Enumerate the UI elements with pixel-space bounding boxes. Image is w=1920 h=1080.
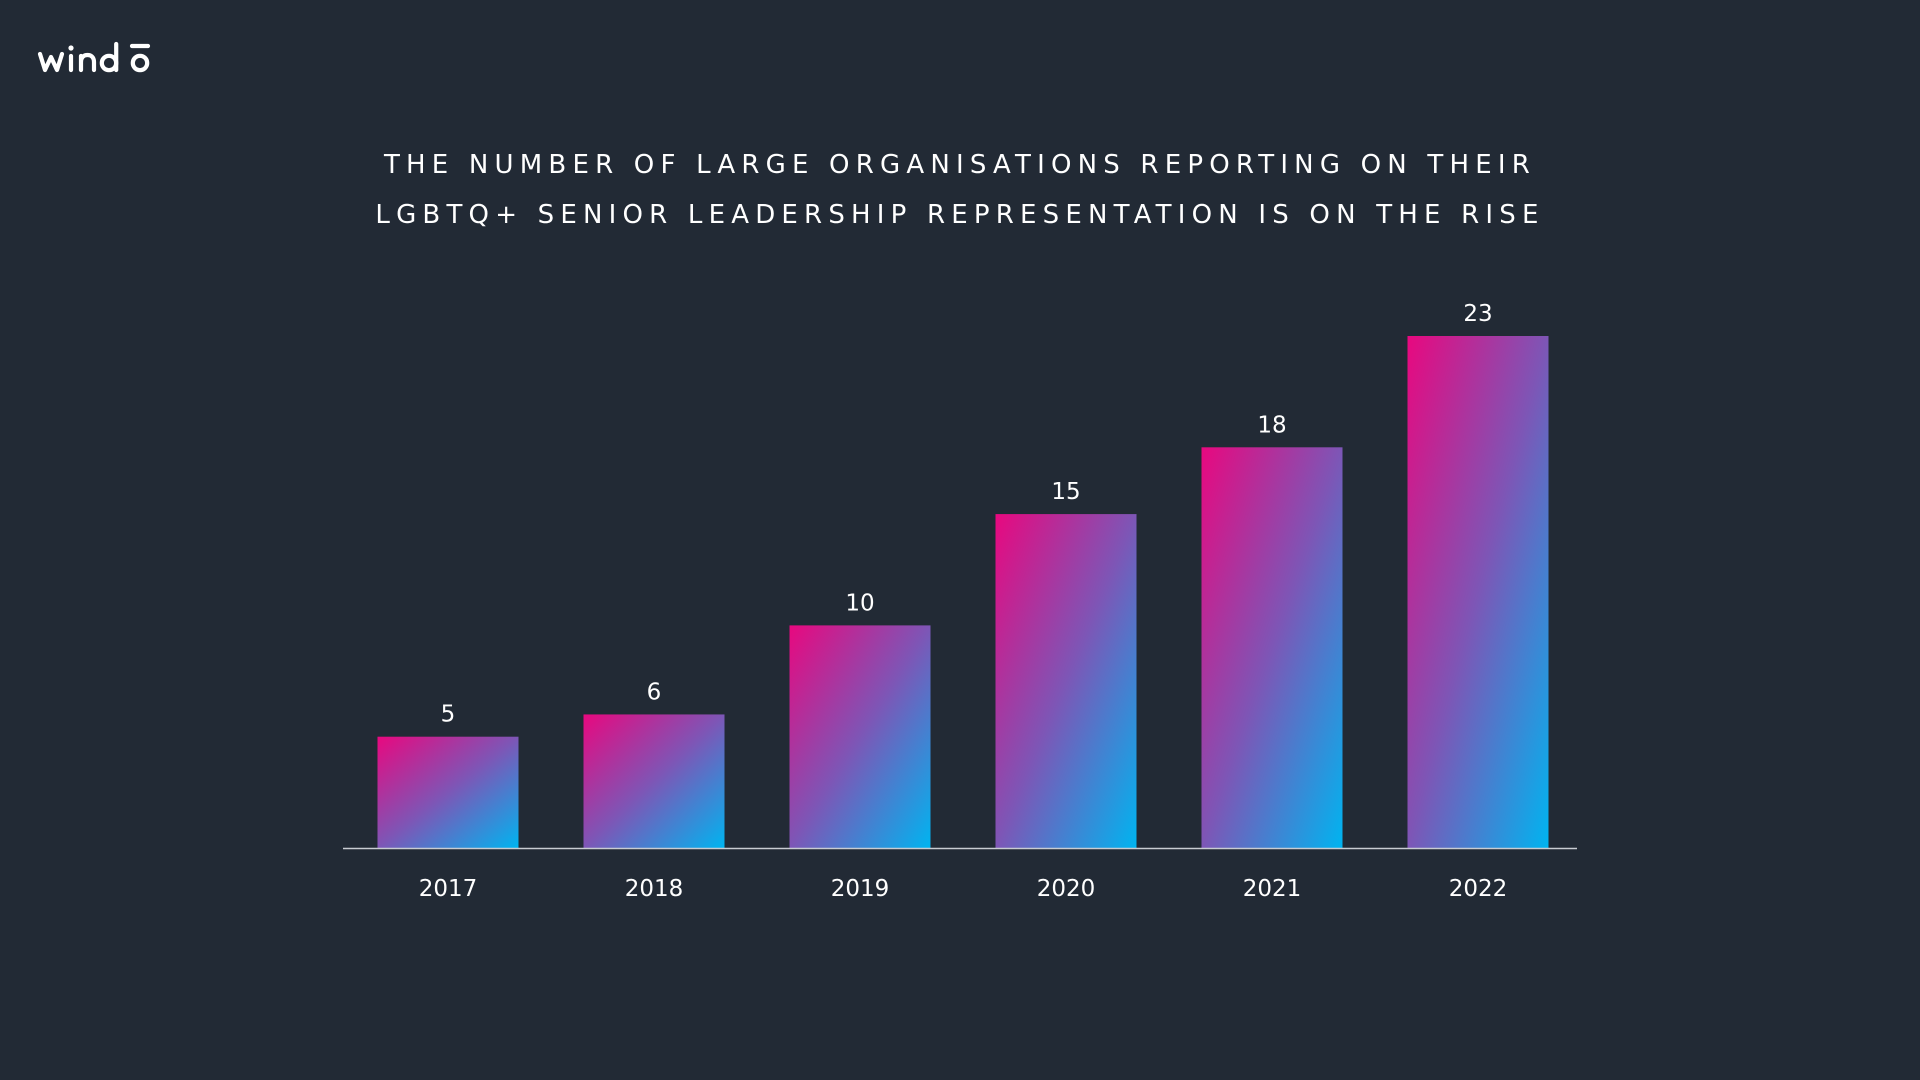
x-tick-label-2022: 2022 [1449, 876, 1508, 902]
chart-title-line-1: THE NUMBER OF LARGE ORGANISATIONS REPORT… [383, 150, 1537, 180]
chart-title-line-2: LGBTQ+ SENIOR LEADERSHIP REPRESENTATION … [375, 200, 1545, 230]
bar-2022 [1407, 336, 1549, 848]
data-label-2021: 18 [1257, 412, 1286, 438]
chart-title: THE NUMBER OF LARGE ORGANISATIONS REPORT… [0, 140, 1920, 240]
x-tick-label-2017: 2017 [419, 876, 478, 902]
data-label-2017: 5 [441, 702, 456, 728]
data-label-2020: 15 [1051, 479, 1080, 505]
data-label-2022: 23 [1463, 301, 1492, 327]
x-tick-label-2019: 2019 [831, 876, 890, 902]
bar-2018 [583, 714, 725, 848]
bar-2019 [789, 625, 931, 848]
x-tick-label-2018: 2018 [625, 876, 684, 902]
data-label-2019: 10 [845, 590, 874, 616]
x-tick-label-2020: 2020 [1037, 876, 1096, 902]
x-tick-label-2021: 2021 [1243, 876, 1302, 902]
bar-2017 [377, 736, 519, 848]
windo-logo [37, 41, 151, 73]
data-label-2018: 6 [647, 679, 662, 705]
bar-2020 [995, 514, 1137, 848]
bar-2021 [1201, 447, 1343, 848]
